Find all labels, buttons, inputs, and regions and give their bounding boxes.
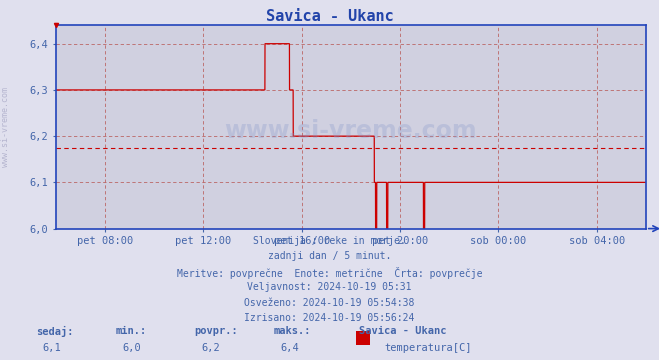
Text: sedaj:: sedaj: <box>36 326 74 337</box>
Text: zadnji dan / 5 minut.: zadnji dan / 5 minut. <box>268 251 391 261</box>
Text: Izrisano: 2024-10-19 05:56:24: Izrisano: 2024-10-19 05:56:24 <box>244 313 415 323</box>
Text: Osveženo: 2024-10-19 05:54:38: Osveženo: 2024-10-19 05:54:38 <box>244 298 415 308</box>
Text: Savica - Ukanc: Savica - Ukanc <box>266 9 393 24</box>
Text: temperatura[C]: temperatura[C] <box>384 343 472 353</box>
Text: Veljavnost: 2024-10-19 05:31: Veljavnost: 2024-10-19 05:31 <box>247 282 412 292</box>
Text: min.:: min.: <box>115 326 146 336</box>
Text: 6,0: 6,0 <box>122 343 140 353</box>
Text: www.si-vreme.com: www.si-vreme.com <box>1 87 11 167</box>
Text: Slovenija / reke in morje.: Slovenija / reke in morje. <box>253 236 406 246</box>
Text: www.si-vreme.com: www.si-vreme.com <box>225 119 477 143</box>
Text: maks.:: maks.: <box>273 326 311 336</box>
Text: Meritve: povprečne  Enote: metrične  Črta: povprečje: Meritve: povprečne Enote: metrične Črta:… <box>177 267 482 279</box>
Text: 6,2: 6,2 <box>201 343 219 353</box>
Text: 6,1: 6,1 <box>43 343 61 353</box>
Text: povpr.:: povpr.: <box>194 326 238 336</box>
Text: Savica - Ukanc: Savica - Ukanc <box>359 326 447 336</box>
Text: 6,4: 6,4 <box>280 343 299 353</box>
